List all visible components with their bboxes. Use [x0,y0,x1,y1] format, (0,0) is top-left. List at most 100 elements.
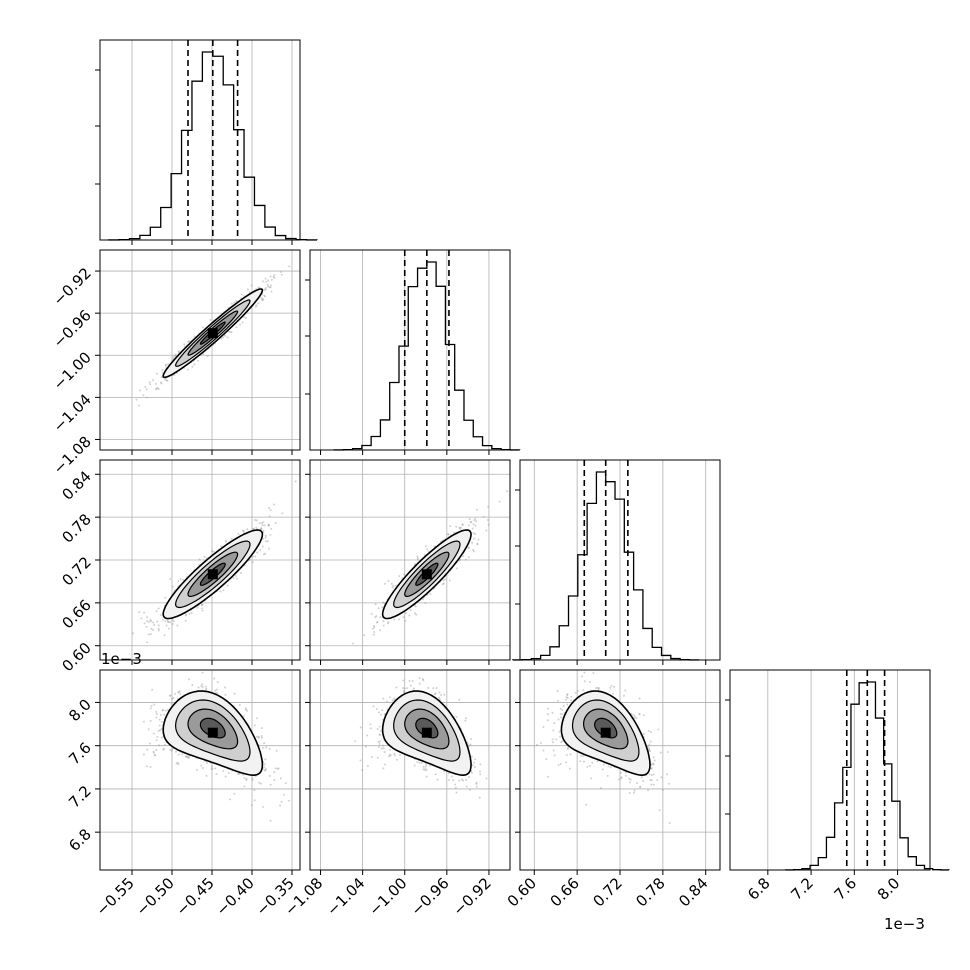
sample-point [154,388,157,391]
sample-point [197,686,200,689]
sample-point [262,298,265,301]
density-peak [207,328,218,339]
sample-point [255,304,258,307]
sample-point [284,782,287,785]
sample-point [188,613,191,616]
sample-point [273,503,276,506]
sample-point [472,523,475,526]
sample-point [163,634,166,637]
sample-point [372,633,375,636]
sample-point [196,606,199,609]
sample-point [155,710,158,713]
sample-point [263,524,266,527]
sample-point [149,707,152,710]
sample-point [418,682,421,685]
sample-point [434,773,437,776]
sample-point [226,336,229,339]
sample-point [388,696,391,699]
sample-point [447,772,450,775]
y-tick-label: 0.72 [58,553,94,589]
sample-point [472,548,475,551]
sample-point [264,287,267,290]
x-tick-label: 7.6 [831,874,861,904]
sample-point [265,540,268,543]
sample-point [468,788,471,791]
sample-point [273,276,276,279]
sample-point [227,772,230,775]
sample-point [159,381,162,384]
sample-point [444,578,447,581]
sample-point [230,537,233,540]
sample-point [224,693,227,696]
sample-point [398,575,401,578]
sample-point [187,340,190,343]
x-tick-label: 7.2 [787,874,817,904]
sample-point [265,768,268,771]
sample-point [259,548,262,551]
sample-point [213,677,216,680]
sample-point [148,742,151,745]
sample-point [222,336,225,339]
sample-point [161,618,164,621]
sample-point [153,703,156,706]
sample-point [408,614,411,617]
sample-point [177,753,180,756]
sample-point [239,323,242,326]
sample-point [146,620,149,623]
sample-point [172,356,175,359]
sample-point [157,387,160,390]
sample-point [277,767,280,770]
sample-point [169,577,172,580]
sample-point [243,316,246,319]
sample-point [253,724,256,727]
sample-point [251,778,254,781]
sample-point [393,754,396,757]
sample-point [237,532,240,535]
sample-point [143,611,146,614]
sample-point [374,603,377,606]
sample-point [164,363,167,366]
sample-point [352,642,355,645]
sample-point [471,527,474,530]
sample-point [467,556,470,559]
sample-point [212,550,215,553]
sample-point [268,286,271,289]
sample-point [193,335,196,338]
sample-point [448,579,451,582]
scatter-panel: −0.55−0.50−0.45−0.40−0.356.87.27.68.0 [65,669,301,919]
sample-point [424,601,427,604]
sample-point [455,525,458,528]
sample-point [275,749,278,752]
sample-point [153,623,156,626]
sample-point [151,688,154,691]
sample-point [273,771,276,774]
sample-point [266,283,269,286]
sample-point [172,696,175,699]
histogram-panel [95,39,318,245]
sample-point [486,519,489,522]
sample-point [142,753,145,756]
sample-point [164,709,167,712]
sample-point [146,616,149,619]
density-peak [421,569,432,580]
sample-point [152,732,155,735]
density-peak [207,727,218,738]
sample-point [138,611,141,614]
sample-point [148,381,151,384]
sample-point [269,783,272,786]
sample-point [244,316,247,319]
sample-point [240,293,243,296]
sample-point [264,295,267,298]
sample-point [160,727,163,730]
sample-point [412,687,415,690]
sample-point [163,713,166,716]
sample-point [164,620,167,623]
sample-point [243,777,246,780]
sample-point [443,693,446,696]
histogram-panel: 6.8 7.2 7.6 8.0 [725,669,950,904]
sample-point [474,758,477,761]
sample-point [233,792,236,795]
sample-point [254,518,257,521]
y-tick-label: 7.2 [65,782,95,812]
x-tick-label: −0.50 [133,874,178,919]
